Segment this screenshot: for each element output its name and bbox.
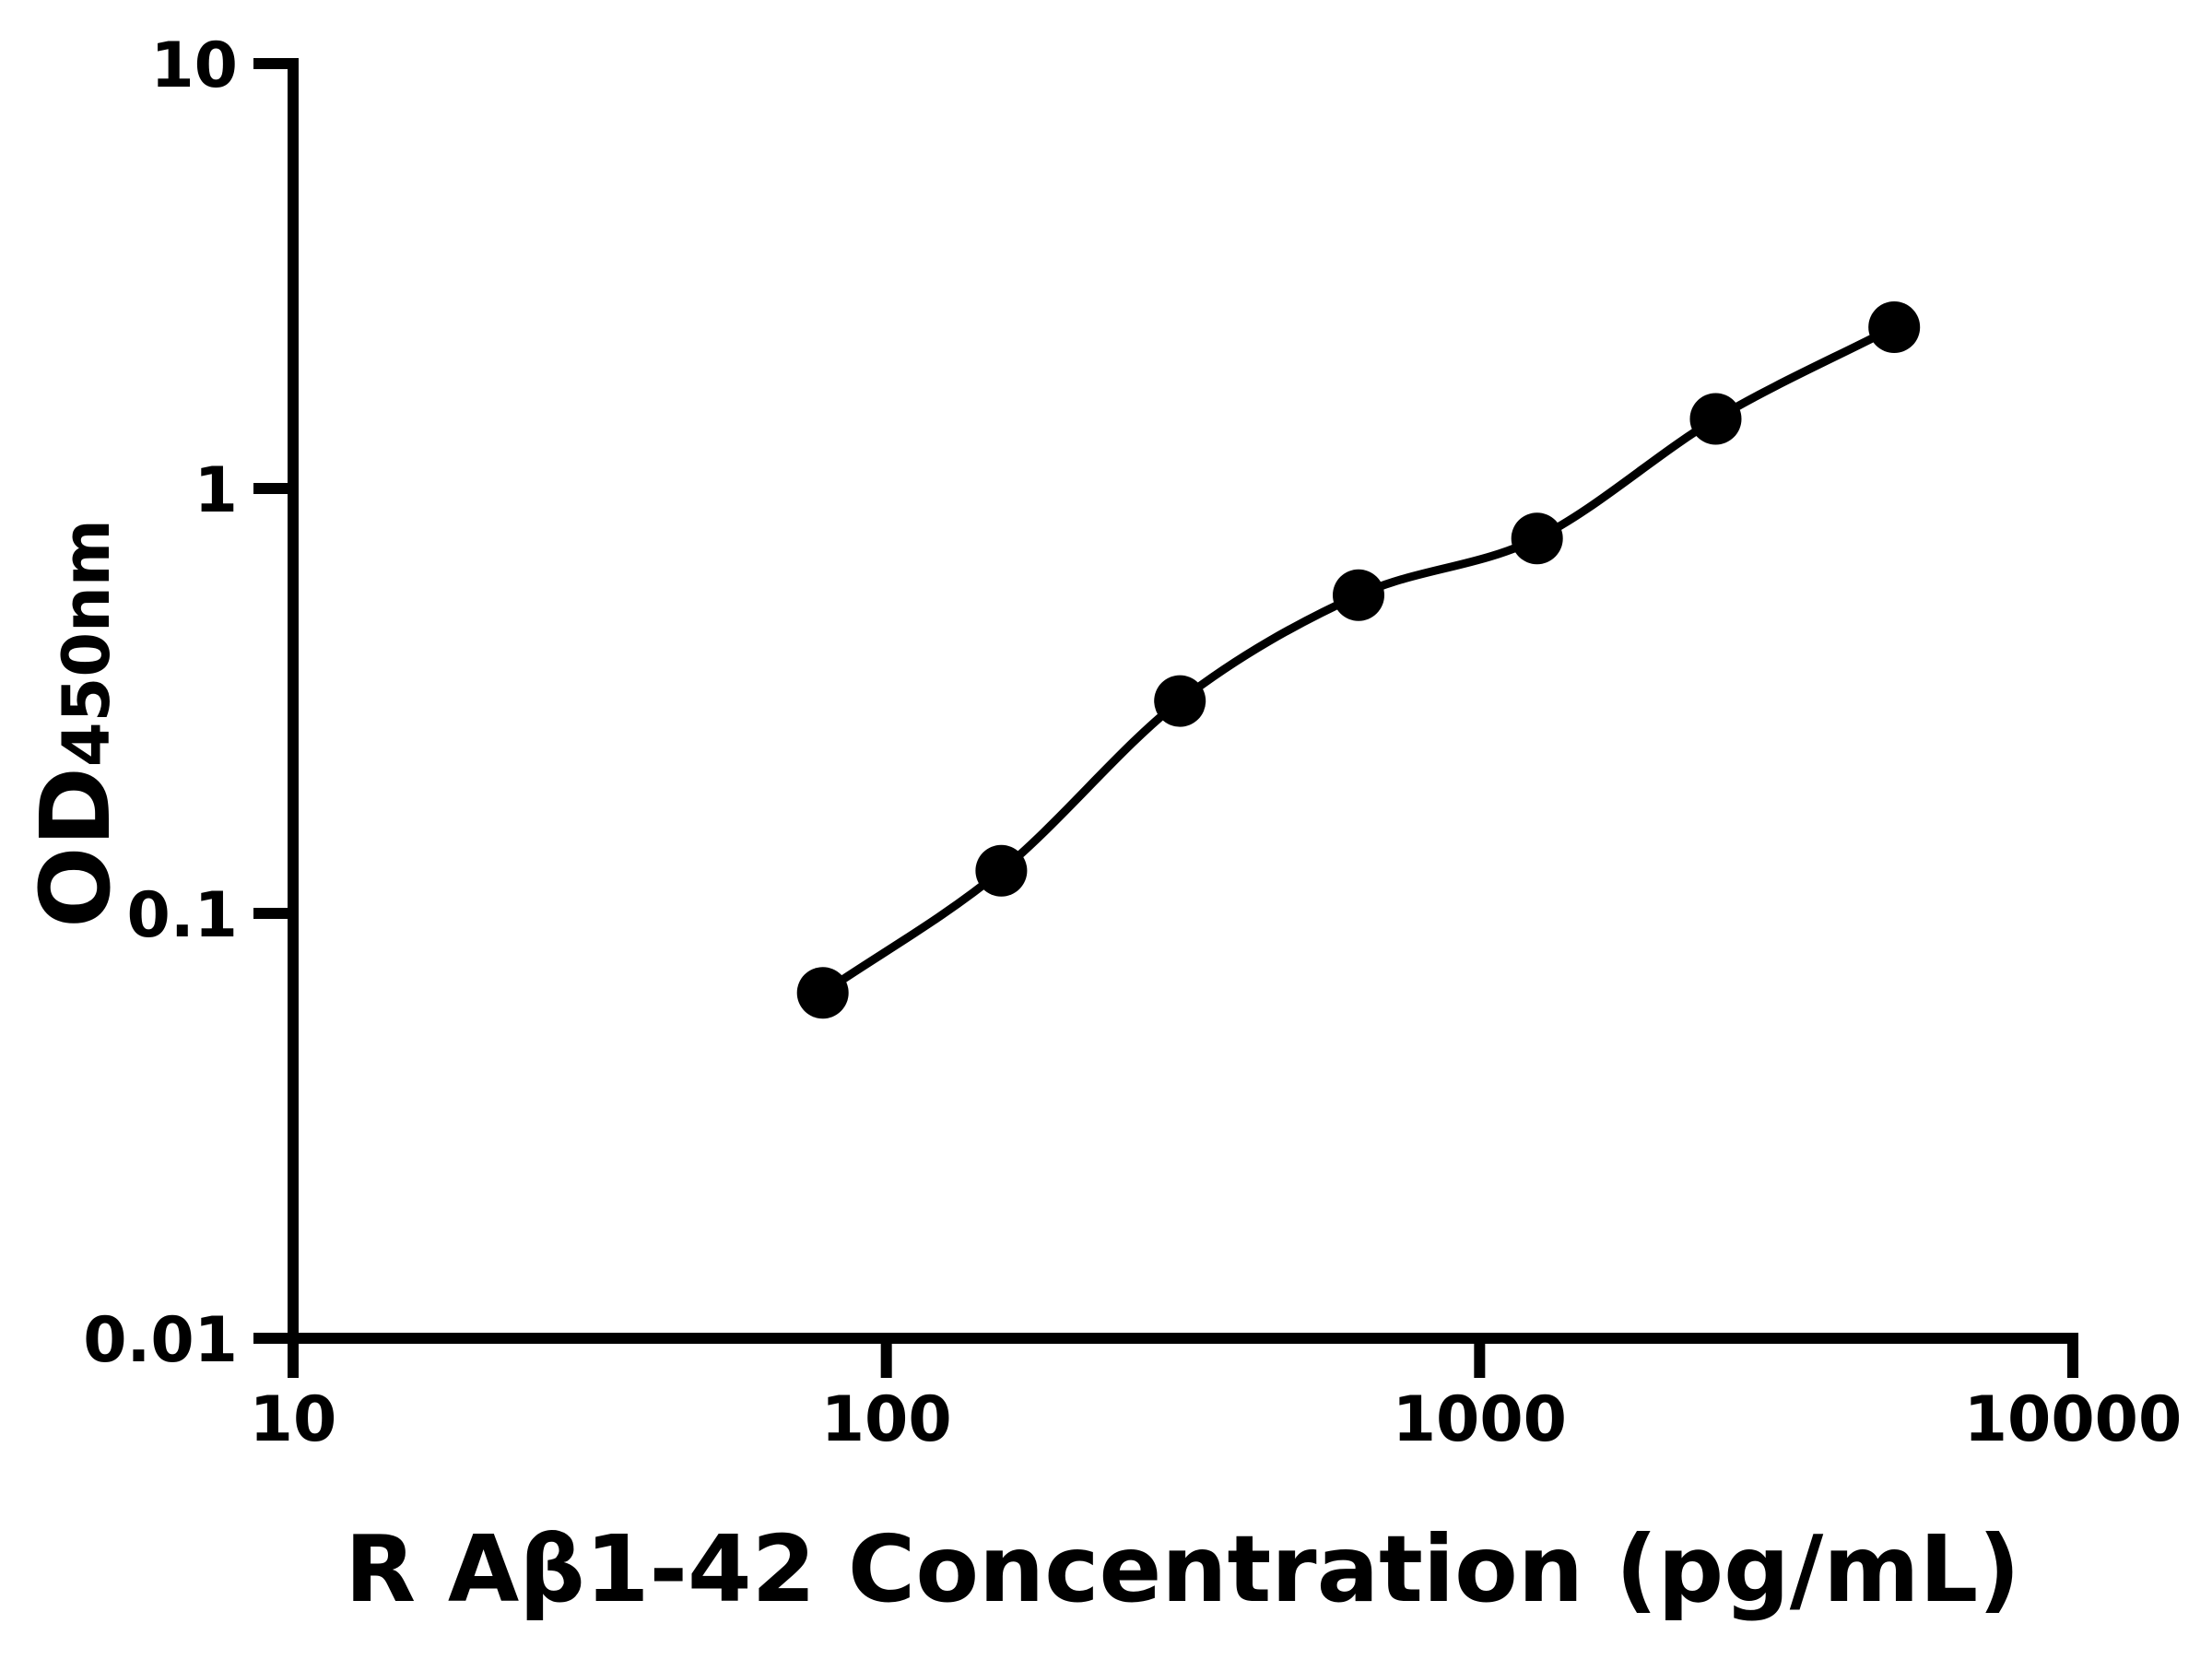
x-tick-label-1000: 1000 xyxy=(1393,1383,1567,1456)
y-tick-label-0.1: 0.1 xyxy=(127,879,238,952)
x-tick-label-100: 100 xyxy=(821,1383,952,1456)
data-point xyxy=(1333,569,1384,621)
y-axis-title: OD450nm xyxy=(19,519,132,928)
x-tick-label-10: 10 xyxy=(250,1383,337,1456)
y-tick-label-1: 1 xyxy=(194,454,238,527)
data-point xyxy=(1511,512,1563,565)
ticks xyxy=(253,58,2079,1378)
x-tick-label-10000: 10000 xyxy=(1964,1383,2183,1456)
data-point xyxy=(975,844,1028,897)
data-point xyxy=(1689,393,1742,445)
x-axis-title: R Aβ1-42 Concentration (pg/mL) xyxy=(345,1515,2020,1623)
data-point xyxy=(1868,301,1921,353)
y-axis-title-main: OD xyxy=(19,767,132,928)
y-tick-label-10: 10 xyxy=(150,29,238,102)
y-tick-label-0.01: 0.01 xyxy=(83,1304,238,1377)
data-point xyxy=(796,967,849,1019)
series xyxy=(796,301,1921,1019)
y-axis-title-sub: 450nm xyxy=(49,519,124,767)
axes xyxy=(288,58,2079,1344)
data-point xyxy=(1154,675,1206,727)
